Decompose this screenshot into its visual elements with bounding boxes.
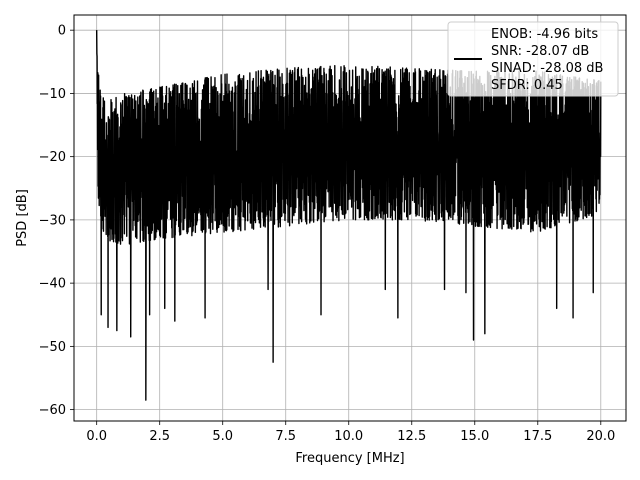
x-tick-label: 2.5 <box>149 429 170 444</box>
x-axis-ticks: 0.0 2.5 5.0 7.5 10.0 12.5 15.0 17.5 20.0 <box>86 421 615 444</box>
x-axis-label: Frequency [MHz] <box>295 451 404 466</box>
legend: ENOB: -4.96 bits SNR: -28.07 dB SINAD: -… <box>447 21 619 97</box>
x-tick-label: 7.5 <box>275 429 296 444</box>
x-tick-label: 10.0 <box>334 429 363 444</box>
plot-area <box>95 30 602 401</box>
x-tick-label: 17.5 <box>523 429 552 444</box>
y-tick-label: −30 <box>39 213 66 228</box>
y-tick-label: −50 <box>39 340 66 355</box>
x-tick-label: 15.0 <box>460 429 489 444</box>
y-tick-label: −20 <box>39 150 66 165</box>
legend-sfdr: SFDR: 0.45 <box>491 78 563 93</box>
x-tick-label: 12.5 <box>397 429 426 444</box>
x-tick-label: 0.0 <box>86 429 107 444</box>
legend-snr: SNR: -28.07 dB <box>491 44 589 59</box>
y-axis-ticks: 0 −10 −20 −30 −40 −50 −60 <box>39 24 74 418</box>
y-axis-label: PSD [dB] <box>15 189 30 247</box>
x-tick-label: 5.0 <box>212 429 233 444</box>
legend-sinad: SINAD: -28.08 dB <box>491 61 603 76</box>
legend-box <box>447 21 619 97</box>
y-tick-label: −10 <box>39 87 66 102</box>
x-tick-label: 20.0 <box>586 429 615 444</box>
plot-frame <box>73 14 627 422</box>
y-tick-label: 0 <box>58 24 66 39</box>
y-tick-label: −60 <box>39 403 66 418</box>
psd-series-line <box>95 30 602 401</box>
y-tick-label: −40 <box>39 277 66 292</box>
legend-enob: ENOB: -4.96 bits <box>491 27 598 42</box>
